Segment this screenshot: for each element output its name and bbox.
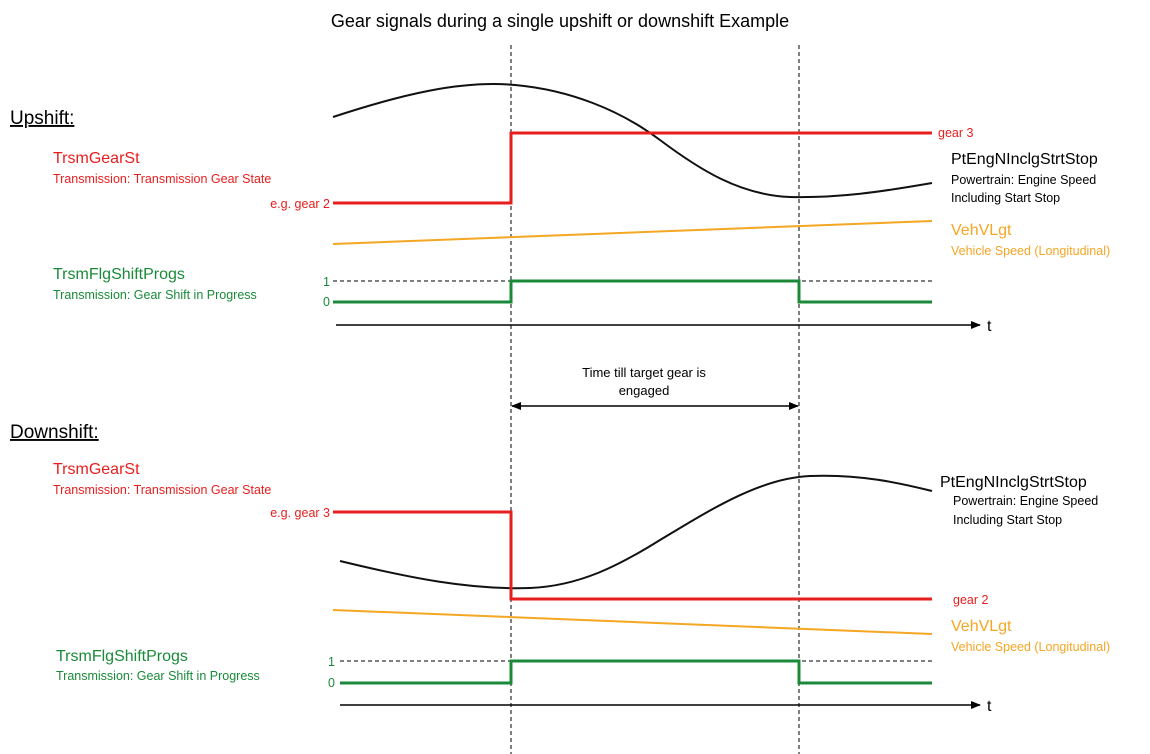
upshift-flag-level-high: 1 bbox=[323, 275, 330, 289]
downshift-shift-flag-step bbox=[340, 661, 932, 683]
downshift-engine-signal-description-1: Powertrain: Engine Speed bbox=[953, 494, 1098, 508]
upshift-gear-start-label: e.g. gear 2 bbox=[270, 197, 330, 211]
upshift-engine-signal-description-1: Powertrain: Engine Speed bbox=[951, 173, 1096, 187]
downshift-section: Downshift: t TrsmGearSt Transmission: Tr… bbox=[10, 422, 1110, 715]
diagram-title: Gear signals during a single upshift or … bbox=[331, 11, 789, 31]
downshift-heading: Downshift: bbox=[10, 422, 99, 443]
upshift-flag-signal-name: TrsmFlgShiftProgs bbox=[53, 266, 185, 283]
downshift-time-axis-label: t bbox=[987, 698, 992, 715]
downshift-gear-end-label: gear 2 bbox=[953, 593, 988, 607]
duration-annotation-line1: Time till target gear is bbox=[582, 365, 706, 380]
upshift-gear-end-label: gear 3 bbox=[938, 126, 973, 140]
upshift-section: Upshift: t TrsmGearSt Transmission: Tran… bbox=[10, 84, 1110, 335]
downshift-flag-level-high: 1 bbox=[328, 655, 335, 669]
upshift-gear-state-step bbox=[333, 133, 932, 203]
upshift-engine-signal-description-2: Including Start Stop bbox=[951, 191, 1060, 205]
upshift-speed-signal-description: Vehicle Speed (Longitudinal) bbox=[951, 244, 1110, 258]
upshift-speed-signal-name: VehVLgt bbox=[951, 222, 1012, 239]
upshift-gear-signal-description: Transmission: Transmission Gear State bbox=[53, 172, 271, 186]
downshift-flag-signal-name: TrsmFlgShiftProgs bbox=[56, 648, 188, 665]
downshift-flag-level-low: 0 bbox=[328, 676, 335, 690]
duration-annotation: Time till target gear is engaged bbox=[512, 365, 798, 406]
upshift-time-axis-label: t bbox=[987, 318, 992, 335]
downshift-speed-signal-description: Vehicle Speed (Longitudinal) bbox=[951, 640, 1110, 654]
downshift-engine-signal-description-2: Including Start Stop bbox=[953, 513, 1062, 527]
upshift-gear-signal-name: TrsmGearSt bbox=[53, 150, 140, 167]
downshift-speed-signal-name: VehVLgt bbox=[951, 618, 1012, 635]
downshift-gear-signal-description: Transmission: Transmission Gear State bbox=[53, 483, 271, 497]
upshift-engine-signal-name: PtEngNInclgStrtStop bbox=[951, 151, 1098, 168]
downshift-vehicle-speed-line bbox=[333, 610, 932, 634]
upshift-engine-speed-curve bbox=[333, 84, 932, 197]
upshift-shift-flag-step bbox=[333, 281, 932, 302]
downshift-gear-start-label: e.g. gear 3 bbox=[270, 506, 330, 520]
upshift-flag-level-low: 0 bbox=[323, 295, 330, 309]
upshift-flag-signal-description: Transmission: Gear Shift in Progress bbox=[53, 288, 257, 302]
duration-annotation-line2: engaged bbox=[619, 383, 670, 398]
downshift-gear-signal-name: TrsmGearSt bbox=[53, 461, 140, 478]
upshift-vehicle-speed-line bbox=[333, 221, 932, 244]
downshift-engine-signal-name: PtEngNInclgStrtStop bbox=[940, 474, 1087, 491]
downshift-flag-signal-description: Transmission: Gear Shift in Progress bbox=[56, 669, 260, 683]
upshift-heading: Upshift: bbox=[10, 108, 74, 129]
downshift-engine-speed-curve bbox=[340, 476, 932, 589]
